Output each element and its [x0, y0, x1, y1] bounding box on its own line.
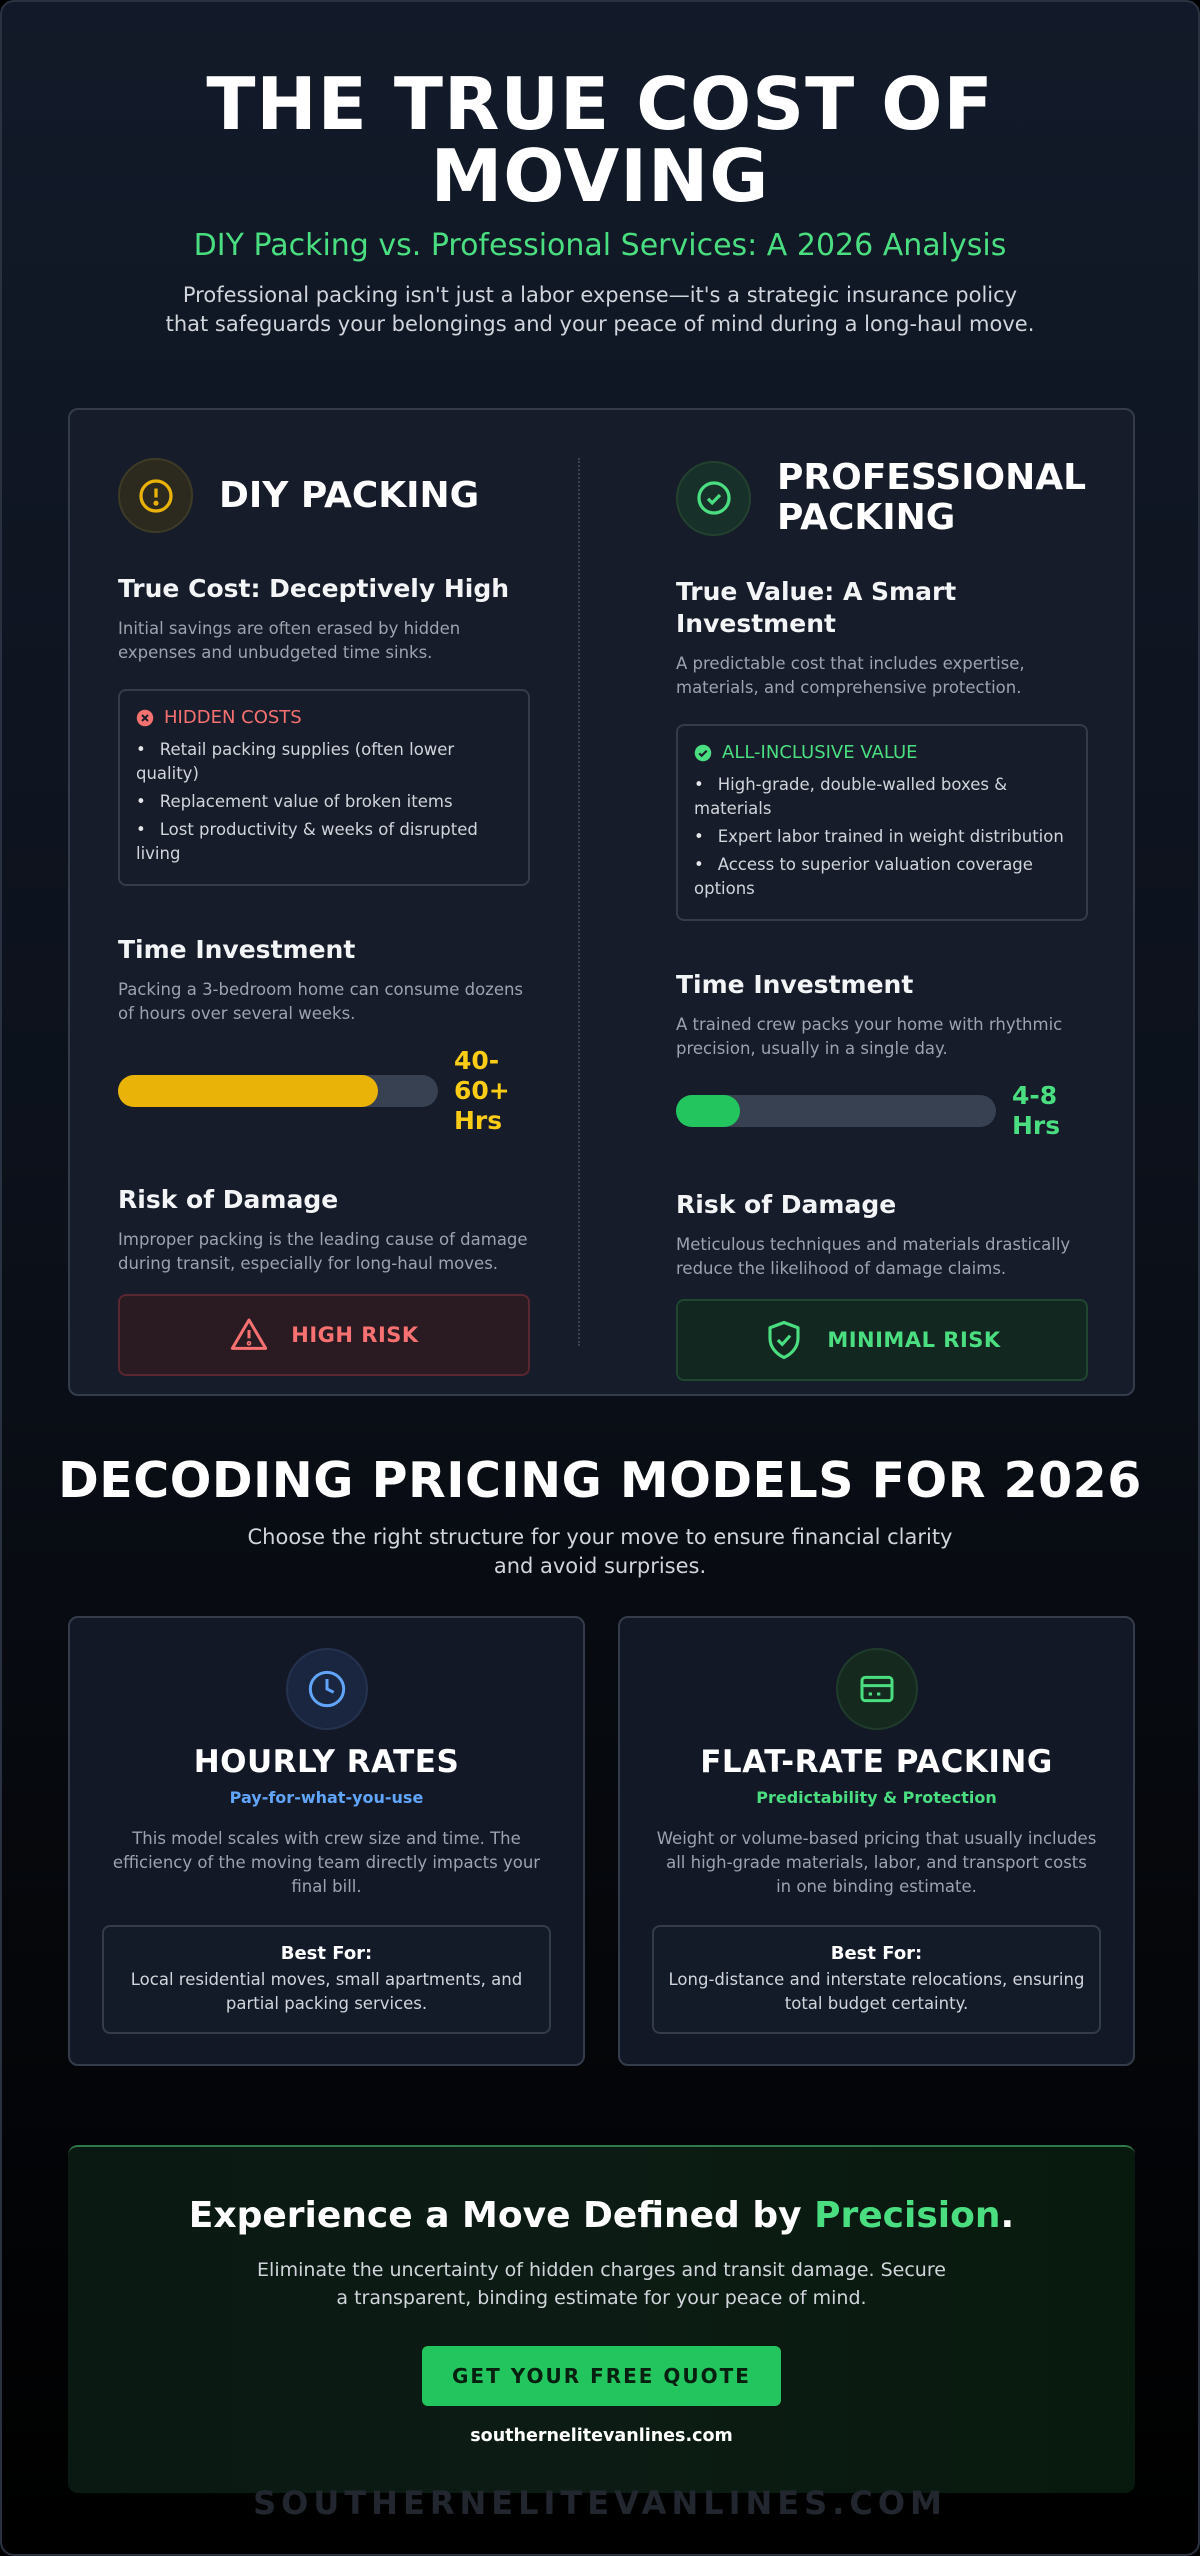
cta-text: Eliminate the uncertainty of hidden char… [257, 2259, 946, 2309]
box-item: Replacement value of broken items [136, 790, 512, 814]
diy-header: DIY PACKING [118, 458, 530, 533]
diy-column: DIY PACKING True Cost: Deceptively High … [118, 458, 530, 1376]
time-bar [118, 1075, 438, 1107]
cta-button[interactable]: GET YOUR FREE QUOTE [422, 2346, 781, 2406]
card-text: This model scales with crew size and tim… [112, 1829, 541, 1896]
cta-highlight: Precision [814, 2195, 1001, 2236]
cta-title-end: . [1000, 2195, 1015, 2236]
box-item: Retail packing supplies (often lower qua… [136, 738, 512, 786]
cost-text: A predictable cost that includes experti… [676, 654, 1025, 697]
comparison-card: DIY PACKING True Cost: Deceptively High … [68, 408, 1135, 1396]
pricing-card: FLAT-RATE PACKING Predictability & Prote… [618, 1616, 1135, 2066]
column-heading: DIY PACKING [219, 474, 480, 516]
cta-site: southernelitevanlines.com [470, 2426, 733, 2446]
title: THE TRUE COST OF MOVING [206, 62, 994, 218]
cta: Experience a Move Defined by Precision. … [68, 2145, 1135, 2493]
box-item: Lost productivity & weeks of disrupted l… [136, 818, 512, 866]
best-for-label: Best For: [830, 1943, 923, 1964]
card-tagline: Predictability & Protection [756, 1788, 997, 1807]
pro-header: PROFESSIONAL PACKING [676, 458, 1088, 538]
card-icon [835, 1648, 918, 1730]
value-box: ALL-INCLUSIVE VALUE High-grade, double-w… [676, 724, 1088, 921]
cta-title: Experience a Move Defined by Precision. [68, 2195, 1135, 2236]
hidden-costs-box: HIDDEN COSTS Retail packing supplies (of… [118, 689, 530, 886]
box-title-text: HIDDEN COSTS [164, 707, 302, 728]
time-text: A trained crew packs your home with rhyt… [676, 1015, 1063, 1058]
card-title: FLAT-RATE PACKING [700, 1744, 1053, 1780]
box-title-text: ALL-INCLUSIVE VALUE [722, 742, 918, 763]
risk-badge-text: MINIMAL RISK [827, 1328, 1001, 1352]
check-icon [676, 460, 751, 536]
cta-title-text: Experience a Move Defined by [188, 2195, 815, 2236]
pricing-card: HOURLY RATES Pay-for-what-you-use This m… [68, 1616, 585, 2066]
section-title: DECODING PRICING MODELS FOR 2026 [58, 1452, 1142, 1509]
cost-text: Initial savings are often erased by hidd… [118, 619, 461, 662]
time-bar-fill [118, 1075, 378, 1107]
risk-text: Meticulous techniques and materials dras… [676, 1235, 1071, 1278]
watermark: SOUTHERNELITEVANLINES.COM [253, 2484, 947, 2522]
time-value: 40-60+ Hrs [454, 1046, 510, 1135]
cost-title: True Cost: Deceptively High [118, 574, 510, 603]
risk-text: Improper packing is the leading cause of… [118, 1230, 528, 1273]
best-for-label: Best For: [280, 1943, 373, 1964]
card-title: HOURLY RATES [193, 1744, 460, 1780]
risk-badge: HIGH RISK [118, 1294, 530, 1376]
card-tagline: Pay-for-what-you-use [229, 1788, 424, 1807]
risk-badge: MINIMAL RISK [676, 1299, 1088, 1381]
header: THE TRUE COST OF MOVING DIY Packing vs. … [2, 68, 1198, 339]
time-text: Packing a 3-bedroom home can consume doz… [118, 980, 524, 1023]
risk-badge-text: HIGH RISK [291, 1323, 419, 1347]
time-bar [676, 1095, 996, 1127]
time-title: Time Investment [118, 935, 356, 964]
box-title: ALL-INCLUSIVE VALUE [694, 742, 1070, 763]
risk-title: Risk of Damage [118, 1185, 339, 1214]
time-bar-fill [676, 1095, 740, 1127]
time-title: Time Investment [676, 970, 914, 999]
box-item: Access to superior valuation coverage op… [694, 853, 1070, 901]
pro-column: PROFESSIONAL PACKING True Value: A Smart… [676, 458, 1088, 1381]
box-item: Expert labor trained in weight distribut… [694, 825, 1070, 849]
column-heading: PROFESSIONAL PACKING [777, 457, 1087, 538]
divider [578, 458, 580, 1346]
pricing-header: DECODING PRICING MODELS FOR 2026 Choose … [2, 1452, 1198, 1581]
best-for-text: Long-distance and interstate relocations… [668, 1970, 1085, 2013]
box-title: HIDDEN COSTS [136, 707, 512, 728]
best-for-box: Best For: Long-distance and interstate re… [652, 1925, 1101, 2034]
time-value: 4-8 Hrs [1012, 1081, 1061, 1140]
best-for-text: Local residential moves, small apartment… [130, 1970, 523, 2013]
cost-title: True Value: A Smart Investment [676, 577, 957, 638]
warning-icon [118, 458, 193, 533]
best-for-box: Best For: Local residential moves, small … [102, 1925, 551, 2034]
risk-title: Risk of Damage [676, 1190, 897, 1219]
intro: Professional packing isn't just a labor … [165, 283, 1035, 336]
card-text: Weight or volume-based pricing that usua… [656, 1829, 1097, 1896]
section-subtitle: Choose the right structure for your move… [247, 1525, 953, 1578]
subtitle: DIY Packing vs. Professional Services: A… [193, 228, 1007, 263]
clock-icon [285, 1648, 368, 1730]
box-item: High-grade, double-walled boxes & materi… [694, 773, 1070, 821]
